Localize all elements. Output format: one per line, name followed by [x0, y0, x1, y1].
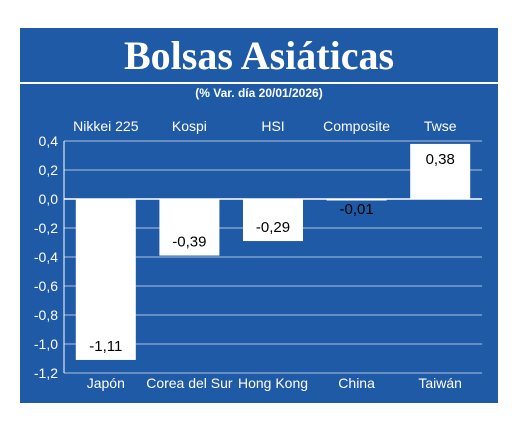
data-label: -1,11 [89, 338, 122, 355]
y-tick-label: -0,6 [34, 278, 58, 294]
data-label: -0,39 [172, 234, 206, 251]
bar [410, 143, 471, 199]
data-label: 0,38 [426, 151, 455, 168]
y-tick-label: -0,2 [34, 220, 58, 236]
index-label: Twse [424, 118, 457, 134]
y-tick-label: -0,8 [34, 307, 58, 323]
x-tick-label: China [338, 375, 375, 391]
index-label: Kospi [172, 118, 207, 134]
x-tick-label: Hong Kong [238, 375, 308, 391]
index-label: Nikkei 225 [73, 118, 139, 134]
title-divider [20, 82, 498, 84]
x-tick-label: Taiwán [418, 375, 462, 391]
x-tick-label: Corea del Sur [146, 375, 233, 391]
chart-title: Bolsas Asiáticas [123, 33, 395, 78]
data-label: -0,01 [339, 201, 373, 218]
bar [326, 199, 387, 201]
y-tick-label: -1,0 [34, 336, 58, 352]
index-label: Composite [323, 118, 390, 134]
bar [243, 199, 303, 242]
bar [75, 199, 136, 360]
chart-subtitle: (% Var. día 20/01/2026) [195, 86, 323, 100]
y-tick-label: -0,4 [34, 249, 58, 265]
y-tick-label: -1,2 [34, 365, 58, 381]
y-tick-label: 0,4 [39, 133, 59, 149]
y-tick-label: 0,0 [39, 191, 59, 207]
data-label: -0,29 [256, 219, 290, 236]
index-label: HSI [261, 118, 284, 134]
x-tick-label: Japón [87, 375, 125, 391]
y-tick-label: 0,2 [39, 162, 59, 178]
bar [159, 199, 220, 256]
